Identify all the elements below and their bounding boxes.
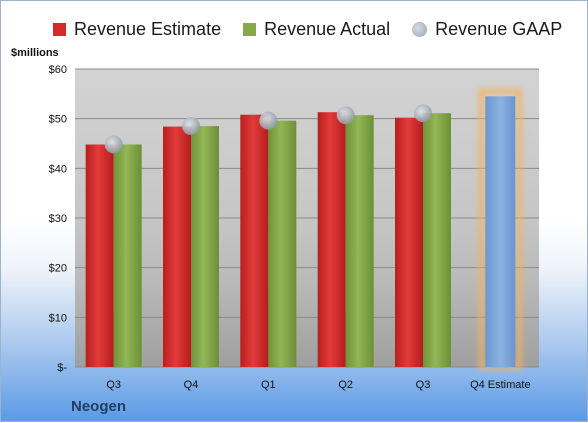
bar-revenue-actual [345,115,374,367]
x-tick-label: Q3 [416,379,431,391]
bar-revenue-actual [113,144,142,367]
point-revenue-gaap [414,104,432,123]
x-tick-label: Q4 [184,379,199,391]
legend-item-estimate: Revenue Estimate [53,19,221,40]
bar-revenue-estimate [85,144,114,367]
legend-swatch-actual [243,22,257,36]
bar-revenue-forecast [485,96,516,368]
x-tick-label: Q4 Estimate [470,379,531,391]
bar-revenue-estimate [395,117,423,367]
legend-label-actual: Revenue Actual [264,18,391,39]
bar-revenue-actual [268,120,297,367]
y-tick-label: $30 [49,213,67,225]
legend-swatch-gaap [412,21,428,37]
y-tick-label: $10 [49,312,67,324]
company-name: Neogen [71,398,127,415]
y-axis-unit-label: $millions [11,47,59,59]
legend: Revenue Estimate Revenue Actual Revenue … [53,17,562,41]
y-tick-label: $20 [49,263,67,275]
x-tick-label: Q1 [261,379,276,391]
y-tick-label: $50 [49,114,67,126]
bar-revenue-actual [191,126,219,367]
legend-label-estimate: Revenue Estimate [74,18,222,39]
bar-revenue-estimate [317,112,346,368]
point-revenue-gaap [182,117,200,136]
point-revenue-gaap [259,111,278,130]
x-tick-label: Q3 [106,379,121,391]
y-tick-label: $40 [49,163,67,175]
legend-item-actual: Revenue Actual [243,19,390,40]
y-tick-label: $- [57,362,67,374]
bar-revenue-estimate [163,126,191,367]
legend-label-gaap: Revenue GAAP [435,18,563,39]
legend-swatch-estimate [53,22,66,36]
point-revenue-gaap [336,106,355,125]
bar-revenue-estimate [240,114,269,368]
x-tick-label: Q2 [338,379,353,391]
bar-revenue-actual [423,113,451,367]
point-revenue-gaap [104,135,123,154]
y-tick-label: $60 [49,64,67,76]
legend-item-gaap: Revenue GAAP [412,19,562,40]
